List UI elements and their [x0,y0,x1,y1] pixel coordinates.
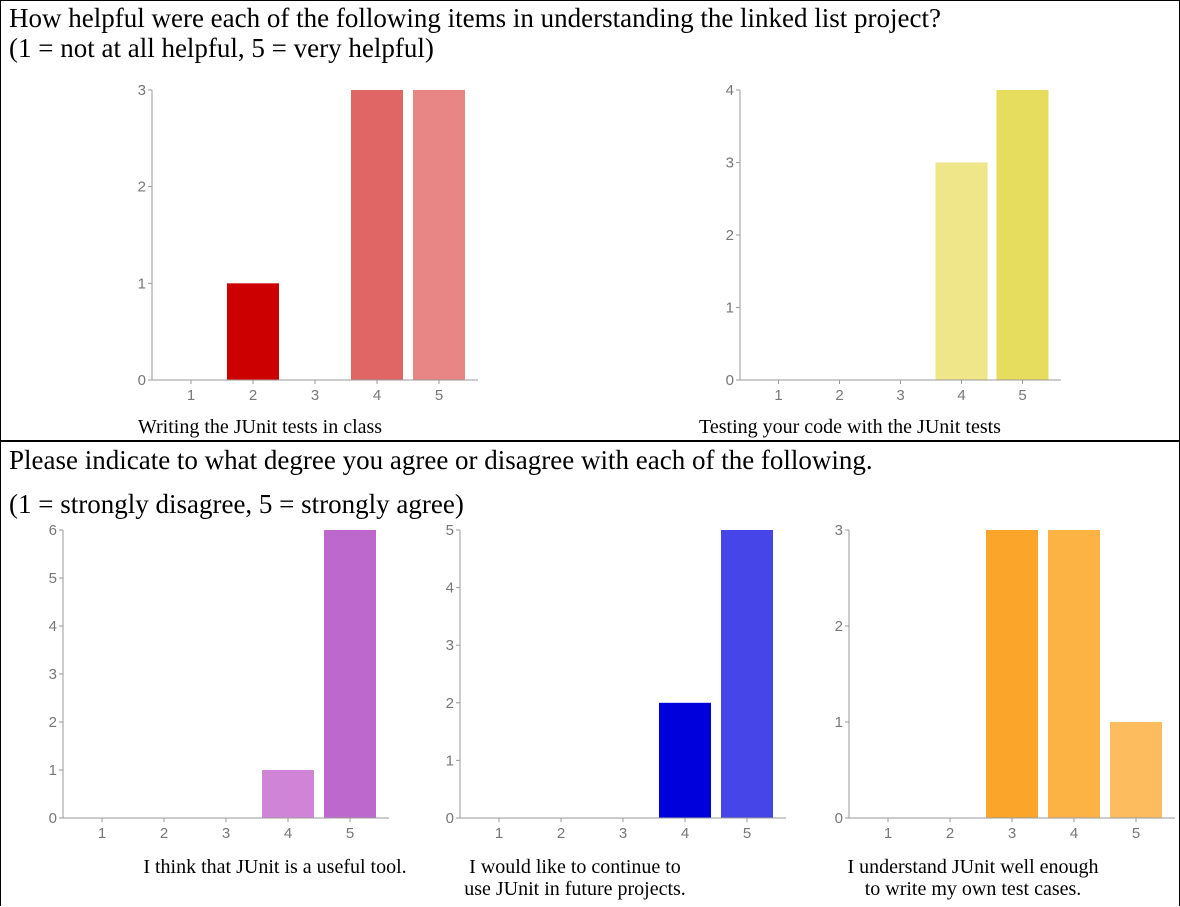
y-tick-label: 3 [138,82,146,99]
y-tick-label: 3 [446,637,454,654]
x-tick-label: 4 [373,387,381,404]
x-tick-label: 1 [884,825,892,842]
y-tick-label: 0 [446,810,454,827]
bar-4 [262,770,314,818]
bar-5 [413,90,465,380]
x-tick-label: 5 [1132,825,1140,842]
y-tick-label: 1 [138,275,146,292]
x-tick-label: 3 [896,387,904,404]
x-tick-label: 1 [495,825,503,842]
x-tick-label: 3 [222,825,230,842]
x-tick-label: 1 [774,387,782,404]
section1-scale: (1 = not at all helpful, 5 = very helpfu… [9,33,434,63]
y-tick-label: 0 [49,810,57,827]
y-tick-label: 4 [49,618,57,635]
x-tick-label: 1 [98,825,106,842]
bar-4 [351,90,403,380]
x-tick-label: 1 [187,387,195,404]
bar-4 [935,162,988,380]
y-tick-label: 0 [835,810,843,827]
bar-4 [1048,530,1100,818]
y-tick-label: 1 [726,300,734,317]
x-tick-label: 3 [619,825,627,842]
y-tick-label: 2 [446,695,454,712]
x-tick-label: 2 [835,387,843,404]
section1-question: How helpful were each of the following i… [9,3,942,33]
y-tick-label: 2 [49,714,57,731]
caption-continue-use: I would like to continue to use JUnit in… [464,856,686,900]
x-tick-label: 5 [1018,387,1026,404]
y-tick-label: 0 [138,372,146,389]
bar-5 [721,530,773,818]
x-tick-label: 2 [557,825,565,842]
x-tick-label: 4 [681,825,689,842]
bar-5 [1110,722,1162,818]
y-tick-label: 1 [835,714,843,731]
y-tick-label: 2 [835,618,843,635]
x-tick-label: 2 [249,387,257,404]
bar-3 [986,530,1038,818]
y-tick-label: 3 [49,666,57,683]
chart-writing-tests: 0 1 2 3 1 2 3 4 5 [138,82,478,404]
y-tick-label: 5 [446,522,454,539]
x-tick-label: 5 [743,825,751,842]
y-tick-label: 3 [726,155,734,172]
x-tick-label: 2 [946,825,954,842]
x-tick-label: 4 [957,387,965,404]
y-tick-label: 2 [138,179,146,196]
y-tick-label: 4 [446,580,454,597]
y-tick-label: 1 [49,762,57,779]
y-tick-label: 6 [49,522,57,539]
x-tick-label: 4 [1070,825,1078,842]
bar-5 [324,530,376,818]
bar-5 [996,90,1049,380]
caption-understand-junit: I understand JUnit well enough to write … [847,856,1099,900]
bar-2 [227,283,279,380]
caption-writing-tests: Writing the JUnit tests in class [137,416,383,438]
section2-scale: (1 = strongly disagree, 5 = strongly agr… [9,489,464,519]
y-tick-label: 3 [835,522,843,539]
x-tick-label: 3 [1008,825,1016,842]
y-tick-label: 1 [446,752,454,769]
caption-testing-code: Testing your code with the JUnit tests [699,416,1001,438]
section-divider [0,440,1180,442]
x-tick-label: 2 [160,825,168,842]
x-tick-label: 3 [311,387,319,404]
chart-testing-code: 0 1 2 3 4 1 2 3 4 5 [726,82,1061,404]
section2-question: Please indicate to what degree you agree… [9,445,873,475]
y-tick-label: 4 [726,82,734,99]
x-tick-label: 5 [435,387,443,404]
y-tick-label: 2 [726,227,734,244]
caption-useful-tool: I think that JUnit is a useful tool. [143,856,407,878]
bar-4 [659,702,711,818]
x-tick-label: 4 [284,825,292,842]
x-tick-label: 5 [346,825,354,842]
y-tick-label: 0 [726,372,734,389]
y-tick-label: 5 [49,570,57,587]
